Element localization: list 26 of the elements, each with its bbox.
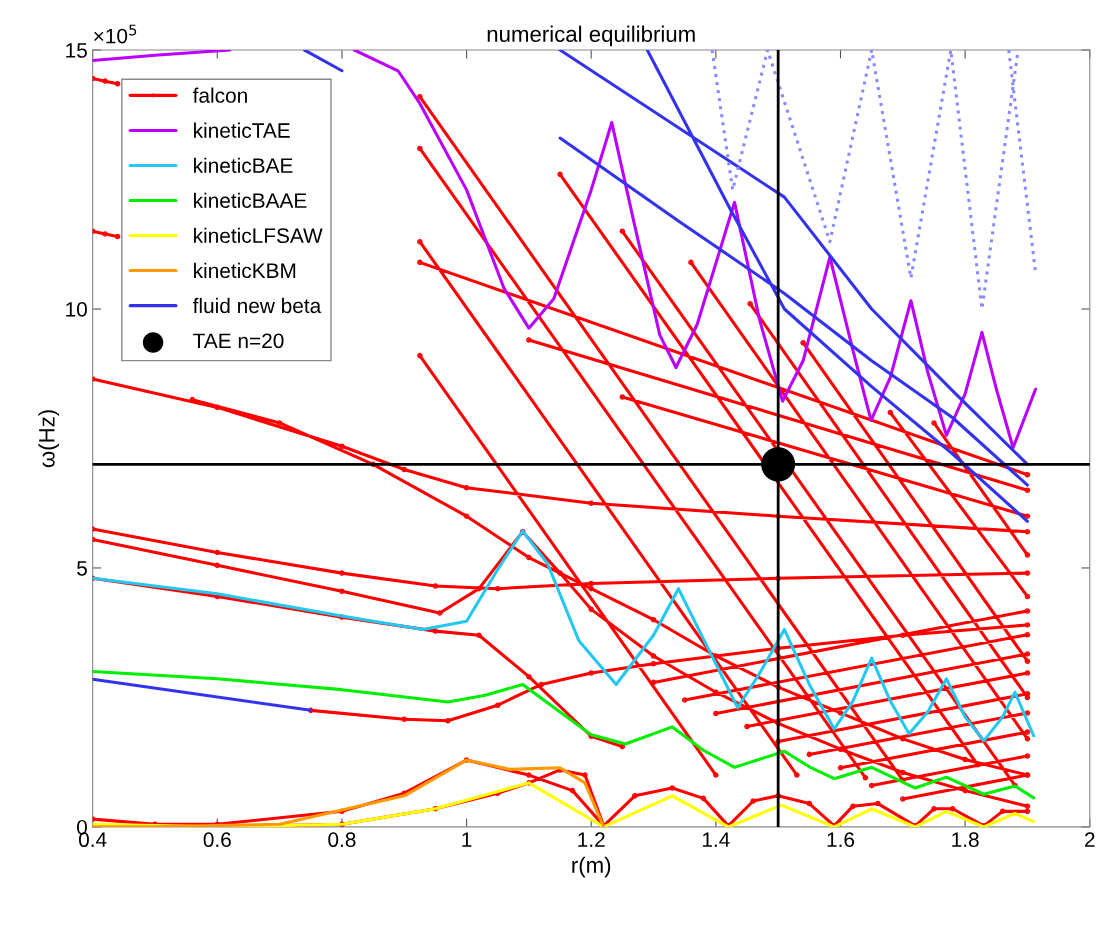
x-tick-label: 1.4 [702, 832, 730, 847]
legend-label: falcon [192, 87, 247, 103]
x-tick-label: 0.8 [328, 832, 356, 848]
x-tick-label: 1 [462, 832, 472, 847]
x-tick-label: 1.6 [827, 832, 855, 848]
line-series [92, 669, 1036, 800]
x-axis-title: r(m) [572, 856, 611, 878]
x-tick-label: 0.6 [203, 832, 231, 848]
legend-label: kineticKBM [194, 262, 296, 279]
y-tick-label: 10 [66, 302, 87, 317]
x-tick-label: 1.2 [578, 832, 605, 847]
y-tick-label: 5 [77, 561, 87, 576]
x-tick-label: 2 [1085, 832, 1095, 847]
x-tick-label: 1.8 [952, 832, 979, 848]
legend-label: kineticBAE [194, 157, 293, 173]
y-tick-label: 15 [66, 43, 87, 58]
legend-label: fluid new beta [192, 297, 322, 314]
legend-label: TAE n=20 [193, 333, 284, 349]
line-series [92, 529, 1036, 743]
legend-label: kineticLFSAW [194, 227, 323, 244]
legend-label: kineticBAAE [194, 192, 307, 208]
line-series [92, 758, 606, 827]
chart-title: numerical equilibrium [487, 25, 695, 47]
y-axis-title: ω(Hz) [38, 410, 60, 468]
legend-label: kineticTAE [194, 122, 290, 138]
text: ×10$^{5}$ [94, 24, 137, 44]
